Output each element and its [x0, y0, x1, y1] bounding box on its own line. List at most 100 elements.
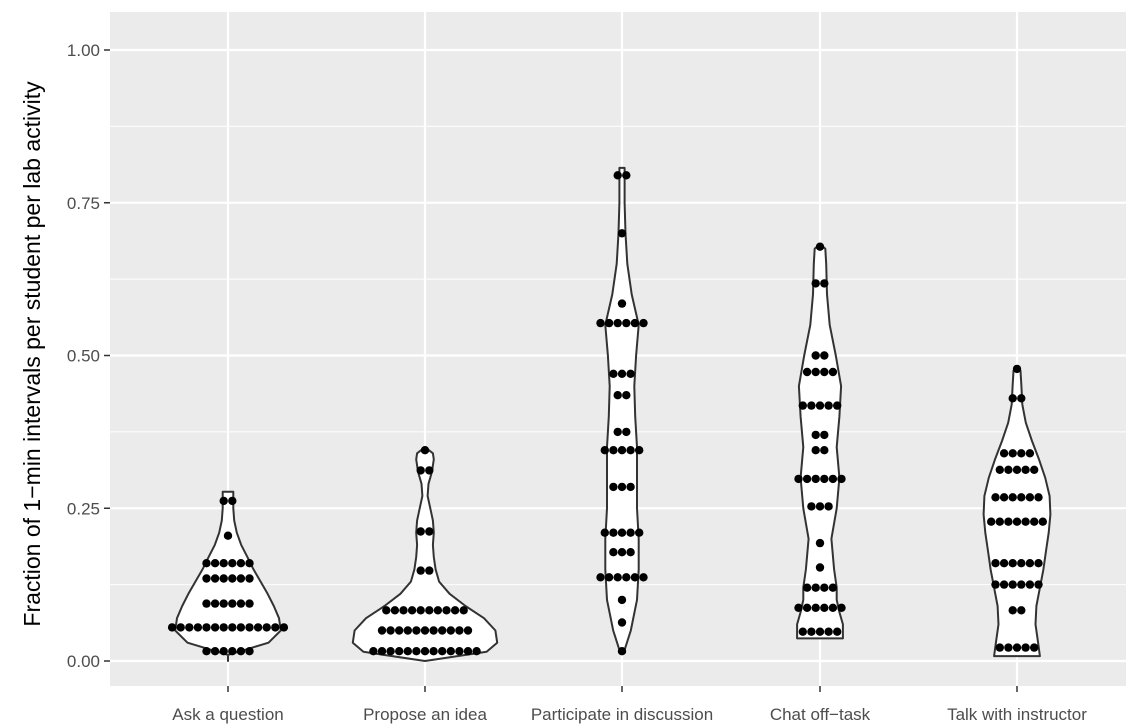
data-point	[1012, 364, 1022, 374]
data-point	[390, 606, 400, 615]
data-point	[1034, 580, 1043, 589]
data-point	[228, 559, 237, 568]
data-point	[412, 626, 421, 635]
data-point	[815, 242, 825, 251]
data-point	[617, 595, 627, 605]
data-point	[626, 482, 635, 492]
axis-ticks: 0.00 0.25 0.50 0.75 1.00 Ask a question Propos…	[67, 41, 1087, 724]
data-point	[991, 559, 1000, 568]
data-point	[635, 528, 644, 537]
data-point	[837, 603, 846, 612]
data-point	[811, 430, 820, 440]
data-point	[999, 580, 1009, 589]
data-point	[609, 548, 618, 557]
data-point	[236, 599, 246, 608]
data-point	[438, 647, 447, 656]
data-point	[824, 627, 833, 636]
data-point	[828, 583, 838, 592]
data-point	[815, 401, 825, 410]
data-point	[1004, 643, 1013, 652]
data-point	[202, 647, 211, 656]
data-point	[613, 573, 622, 582]
data-point	[1034, 559, 1043, 568]
data-point	[420, 647, 430, 656]
data-point	[185, 623, 194, 632]
data-point	[639, 318, 648, 328]
data-point	[820, 474, 829, 484]
data-point	[455, 647, 464, 656]
data-point	[820, 603, 829, 612]
data-point	[604, 573, 614, 582]
data-point	[228, 599, 237, 608]
data-point	[202, 559, 211, 568]
data-point	[1008, 449, 1017, 458]
data-point	[635, 446, 644, 455]
data-point	[1030, 465, 1039, 474]
data-point	[622, 427, 631, 437]
data-point	[811, 351, 820, 360]
data-point	[420, 626, 430, 635]
data-point	[820, 430, 829, 440]
data-point	[626, 369, 635, 378]
data-point	[995, 465, 1004, 474]
data-point	[609, 446, 618, 455]
data-point	[236, 574, 246, 583]
data-point	[1004, 465, 1013, 474]
data-point	[609, 528, 618, 537]
data-point	[802, 367, 812, 377]
data-point	[622, 318, 631, 328]
y-tick-label: 0.00	[67, 652, 100, 671]
data-point	[459, 606, 468, 615]
data-point	[425, 566, 434, 575]
data-point	[613, 427, 622, 437]
data-point	[626, 446, 635, 455]
data-point	[617, 446, 627, 455]
data-point	[210, 599, 220, 608]
data-point	[228, 496, 237, 506]
data-point	[377, 647, 387, 656]
data-point	[824, 401, 833, 410]
data-point	[176, 623, 185, 632]
data-point	[438, 626, 447, 635]
data-point	[228, 574, 237, 583]
data-point	[820, 351, 829, 360]
data-point	[463, 626, 473, 635]
data-point	[1012, 517, 1022, 526]
x-tick-label: Ask a question	[172, 705, 284, 724]
data-point	[811, 583, 820, 592]
data-point	[833, 627, 842, 636]
data-point	[617, 369, 627, 378]
data-point	[1004, 517, 1013, 526]
data-point	[429, 647, 438, 656]
data-point	[1034, 493, 1043, 502]
data-point	[613, 171, 622, 180]
data-point	[442, 606, 451, 615]
data-point	[262, 623, 271, 632]
data-point	[1017, 606, 1026, 615]
data-point	[202, 574, 211, 583]
data-point	[271, 623, 280, 632]
data-point	[472, 647, 481, 656]
data-point	[811, 603, 820, 612]
data-point	[630, 573, 640, 582]
data-point	[1021, 465, 1030, 474]
data-point	[807, 401, 816, 410]
y-tick-label: 0.25	[67, 499, 100, 518]
data-point	[837, 474, 846, 484]
data-point	[219, 559, 228, 568]
data-point	[1008, 493, 1017, 502]
data-point	[416, 466, 425, 475]
data-point	[377, 626, 387, 635]
data-point	[617, 299, 627, 308]
data-point	[395, 647, 404, 656]
data-point	[395, 626, 404, 635]
data-point	[1017, 493, 1026, 502]
data-point	[811, 474, 820, 484]
data-point	[999, 449, 1009, 458]
data-point	[245, 559, 254, 568]
data-point	[403, 647, 412, 656]
data-point	[416, 527, 425, 536]
data-point	[429, 626, 438, 635]
data-point	[416, 566, 425, 575]
